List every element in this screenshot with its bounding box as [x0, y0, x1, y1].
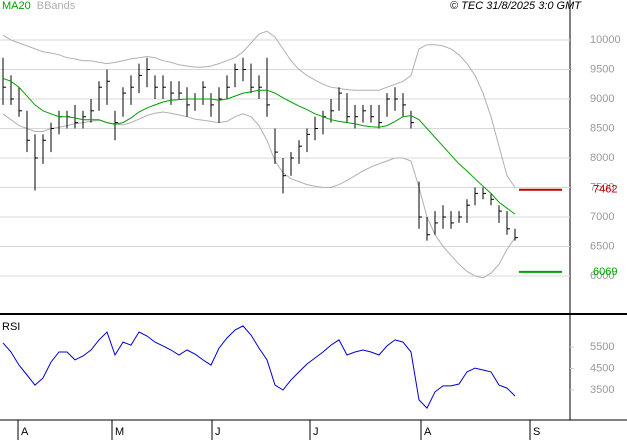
x-tick-label: J	[215, 426, 221, 438]
level-label: 6069	[593, 266, 617, 278]
panel-title: RSI	[2, 321, 20, 333]
y-tick-label: 9000	[590, 93, 614, 105]
y-tick-label: 10000	[590, 34, 621, 46]
bband-lower	[2, 111, 516, 279]
x-tick-label: M	[115, 426, 124, 438]
y-tick-label: 8000	[590, 152, 614, 164]
y-tick-label: 3500	[590, 384, 614, 396]
y-tick-label: 6000	[590, 270, 614, 282]
y-tick-label: 5500	[590, 341, 614, 353]
rsi-line	[2, 325, 516, 409]
copyright: © TEC 31/8/2025 3:0 GMT	[450, 0, 582, 12]
level-label: 7462	[593, 184, 617, 196]
ma-line	[2, 77, 516, 215]
y-tick-label: 4500	[590, 362, 614, 374]
y-tick-label: 9500	[590, 63, 614, 75]
y-tick-label: 7500	[590, 181, 614, 193]
bband-upper	[2, 30, 516, 188]
y-tick-label: 8500	[590, 122, 614, 134]
y-tick-label: 7000	[590, 211, 614, 223]
x-tick-label: A	[21, 426, 29, 438]
x-tick-label: J	[313, 426, 319, 438]
x-tick-label: A	[424, 426, 432, 438]
legend-entry: MA20	[2, 0, 31, 12]
x-tick-label: S	[533, 426, 540, 438]
legend-entry: BBands	[37, 0, 76, 12]
y-tick-label: 6500	[590, 240, 614, 252]
